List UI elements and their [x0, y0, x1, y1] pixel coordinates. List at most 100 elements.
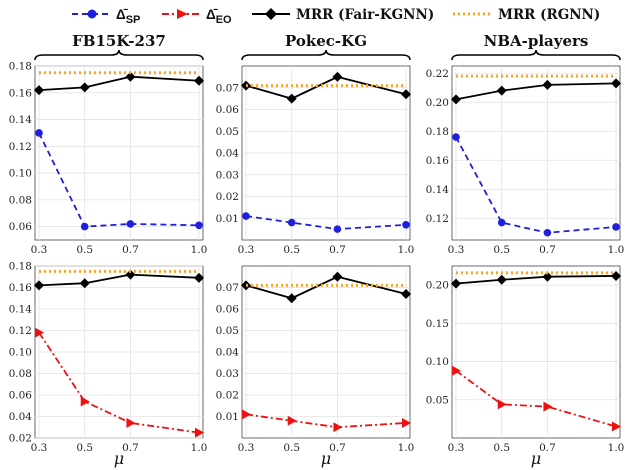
legend-entry-eo: Δ̄EO: [162, 7, 232, 26]
x-tick-label: 0.3: [31, 244, 48, 256]
x-tick-label: 0.3: [238, 442, 255, 454]
point-mrr_fair: [79, 82, 90, 93]
x-tick-label: 0.3: [31, 442, 48, 454]
point-mrr_fair: [286, 93, 297, 104]
point-sp: [80, 222, 89, 231]
x-axis-label-2: μ: [531, 449, 541, 468]
series-line-mrr_fair: [455, 82, 617, 101]
x-tick-label: 0.7: [329, 442, 346, 454]
point-mrr_fair: [34, 280, 44, 291]
point-mrr_fair: [332, 71, 343, 82]
point-mrr_fair: [542, 79, 553, 90]
y-tick-label: 0.04: [9, 411, 33, 423]
point-eo: [333, 422, 343, 433]
y-tick-label: 0.10: [426, 356, 449, 368]
point-mrr_fair: [401, 89, 411, 100]
y-tick-label: 0.01: [216, 411, 239, 423]
x-tick-label: 0.5: [283, 442, 300, 454]
point-mrr_fair: [194, 75, 204, 86]
x-axis-label-1: μ: [321, 449, 331, 468]
legend-label-eo: Δ̄EO: [206, 7, 232, 26]
point-eo: [35, 327, 44, 338]
legend-label-mrr-rgnn: MRR (RGNN): [498, 7, 600, 23]
series-line-sp: [38, 132, 200, 228]
x-tick-label: 0.3: [238, 244, 255, 256]
x-axis-label-0: μ: [114, 449, 124, 468]
point-mrr_fair: [34, 85, 44, 96]
x-tick-label: 0.5: [493, 442, 510, 454]
point-eo: [80, 396, 90, 407]
point-mrr_fair: [194, 272, 204, 283]
point-eo: [497, 399, 507, 410]
subplot-1-1: 0.01 0.02 0.03 0.04 0.05 0.06 0.07 0.3 0.5 0.7 1.0: [216, 265, 414, 454]
y-tick-label: 0.05: [426, 394, 449, 406]
point-mrr_fair: [496, 274, 507, 285]
legend-entry-mrr-fair: MRR (Fair-KGNN): [252, 7, 434, 23]
x-tick-label: 0.3: [448, 244, 465, 256]
y-tick-label: 0.15: [426, 318, 449, 330]
y-tick-label: 0.03: [216, 169, 239, 181]
legend-symbol: Δ̄: [116, 7, 129, 22]
x-tick-label: 1.0: [608, 244, 625, 256]
point-eo: [126, 417, 136, 428]
legend-label-sp: Δ̄SP: [116, 7, 140, 26]
group-titles: FB15K-237 Pokec-KG NBA-players: [34, 32, 621, 61]
y-tick-label: 0.02: [216, 390, 239, 402]
point-sp: [543, 228, 552, 237]
point-eo: [612, 421, 621, 432]
y-tick-label: 0.07: [216, 282, 239, 294]
y-tick-label: 0.05: [216, 325, 239, 337]
x-tick-label: 0.7: [329, 244, 346, 256]
x-tick-label: 0.7: [539, 244, 556, 256]
x-tick-label: 1.0: [398, 244, 415, 256]
x-tick-label: 0.7: [539, 442, 556, 454]
point-eo: [287, 415, 297, 426]
legend-entry-sp: Δ̄SP: [72, 7, 140, 26]
point-eo: [242, 409, 251, 420]
y-tick-label: 0.12: [9, 325, 32, 337]
subplot-0-1: 0.01 0.02 0.03 0.04 0.05 0.06 0.07 0.3 0.5 0.7 1.0: [216, 65, 415, 256]
subplot-1-2: 0.05 0.10 0.15 0.20 0.3 0.5 0.7 1.0: [426, 265, 624, 454]
point-mrr_fair: [286, 293, 297, 304]
x-tick-label: 0.5: [283, 244, 300, 256]
plot-area: [34, 65, 204, 241]
point-eo: [195, 427, 204, 438]
y-tick-label: 0.14: [426, 184, 450, 196]
point-mrr_fair: [611, 78, 621, 89]
point-sp: [126, 220, 135, 228]
x-tick-label: 0.7: [122, 442, 139, 454]
series-line-mrr_fair: [38, 75, 200, 91]
legend-symbol: Δ̄: [206, 7, 219, 22]
point-mrr_fair: [401, 288, 411, 299]
y-tick-label: 0.02: [216, 191, 239, 203]
y-tick-label: 0.03: [216, 368, 239, 380]
legend: Δ̄SP Δ̄EO MRR (Fair-KGNN) MRR (RGNN): [72, 7, 600, 26]
point-eo: [402, 417, 411, 428]
series-line-mrr_fair: [38, 273, 200, 287]
point-sp: [287, 218, 296, 227]
point-mrr_fair: [611, 270, 621, 281]
y-tick-label: 0.10: [9, 347, 32, 359]
y-tick-label: 0.16: [9, 87, 33, 99]
y-tick-label: 0.12: [9, 141, 32, 153]
y-tick-label: 0.04: [216, 148, 240, 160]
group-brace-1: [241, 49, 411, 61]
series-line-eo: [455, 370, 617, 428]
y-tick-label: 0.06: [9, 221, 33, 233]
point-mrr_fair: [451, 94, 461, 105]
plot-area: [451, 265, 621, 439]
y-tick-label: 0.18: [9, 61, 32, 73]
subplot-0-2: 0.12 0.14 0.16 0.18 0.20 0.22 0.3 0.5 0.7 1.0: [426, 65, 625, 256]
y-tick-label: 0.12: [426, 213, 449, 225]
y-tick-label: 0.06: [9, 390, 33, 402]
x-tick-label: 1.0: [191, 442, 208, 454]
x-tick-label: 0.7: [122, 244, 139, 256]
y-tick-label: 0.08: [9, 368, 32, 380]
y-tick-label: 0.20: [426, 97, 449, 109]
point-mrr_fair: [496, 85, 507, 96]
point-sp: [333, 225, 342, 233]
point-sp: [35, 129, 43, 137]
y-tick-label: 0.18: [426, 126, 449, 138]
point-sp: [452, 133, 460, 141]
